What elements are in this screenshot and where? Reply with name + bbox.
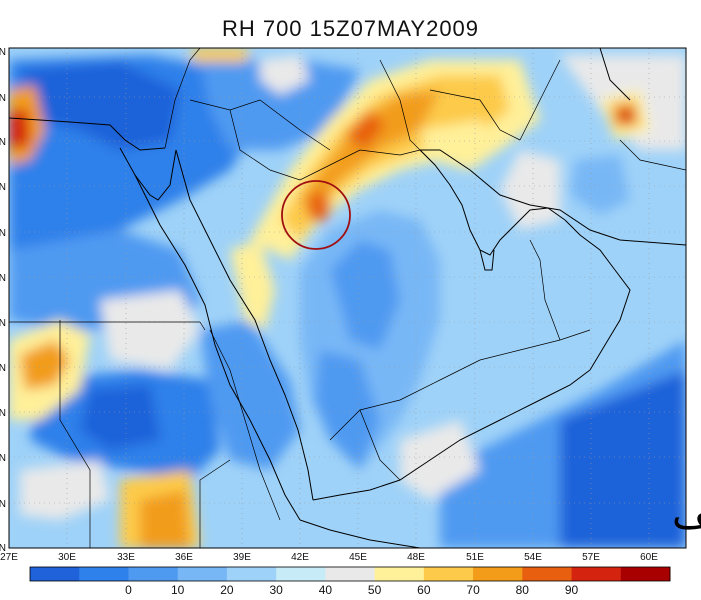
colorbar-swatch [276,567,326,581]
colorbar-label: 20 [220,583,234,597]
lat-label: N [0,499,6,510]
east-blue-patch [570,155,630,215]
sudan-orange [140,490,190,548]
lon-label: 48E [407,552,425,563]
central-mid-blue-2 [315,350,380,470]
sudan-dark [80,385,160,450]
moist-band-gold [280,75,510,240]
colorbar-label: 10 [171,583,185,597]
colorbar-swatch [325,567,376,581]
humidity-field [9,48,686,548]
top-gold [190,48,250,62]
colorbar-swatch [128,567,179,581]
lon-label: 33E [117,552,135,563]
lat-label: N [0,273,6,284]
borders [9,48,686,548]
colorbar-label: 90 [565,583,579,597]
west-edge-red [9,110,30,150]
nw-gray [260,55,310,95]
colorbar-swatch [620,567,671,581]
lat-label: N [0,47,6,58]
red-sea-yellow [230,240,275,330]
colorbar-swatch [226,567,277,581]
nw-dark-blue [20,62,180,150]
lat-label: N [0,543,6,554]
colorbar-label: 0 [125,583,132,597]
lat-label: N [0,182,6,193]
lon-label: 27E [0,552,18,563]
colorbar-swatch [177,567,228,581]
plot-frame [8,47,687,549]
colorbar-label: 40 [319,583,333,597]
lon-label: 51E [466,552,484,563]
colorbar-swatch [473,567,523,581]
lat-label: N [0,137,6,148]
iraq-red [345,110,385,150]
colorbar-label: 70 [466,583,480,597]
lon-label: 36E [175,552,193,563]
east-red [618,108,634,123]
colorbar-label: 30 [269,583,283,597]
lat-label: N [0,228,6,239]
gulf-gray [500,150,560,230]
highlight-circle [281,180,351,250]
lat-label: N [0,318,6,329]
colorbar-swatch [522,567,573,581]
coastlines [9,48,686,548]
lat-label: N [0,93,6,104]
arabian-sea-dark [560,370,686,548]
lon-label: 45E [349,552,367,563]
gulf-yellow [420,120,500,170]
map-title: RH 700 15Z07MAY2009 [221,16,480,41]
lon-label: 42E [291,552,309,563]
egypt-orange [20,340,70,390]
upper-center-blue [200,60,360,150]
field-shading [9,48,686,548]
colorbar-swatch [374,567,425,581]
colorbar-label: 50 [368,583,382,597]
lat-label: N [0,363,6,374]
lon-label: 30E [58,552,76,563]
central-gray [100,290,200,370]
lon-label: 57E [582,552,600,563]
lat-label: N [0,408,6,419]
lon-label: 54E [524,552,542,563]
central-mid-blue [330,240,400,350]
lon-label: 60E [640,552,658,563]
grid-lines [9,48,686,548]
colorbar-frame [29,566,671,582]
lon-label: 39E [233,552,251,563]
colorbar-swatch [79,567,129,581]
lat-axis-labels: N N N N N N N N N N N N [0,47,6,554]
colorbar: 0 10 20 30 40 50 60 70 80 90 [29,566,671,597]
colorbar-label: 80 [516,583,530,597]
lon-axis-labels: 27E 30E 33E 36E 39E 42E 45E 48E 51E 54E … [0,552,658,563]
red-sea-blue [200,320,300,470]
colorbar-swatch [30,567,80,581]
lat-label: N [0,453,6,464]
colorbar-label: 60 [417,583,431,597]
watermark-text: مهب الهيف [672,492,701,538]
yemen-gray [20,460,110,520]
colorbar-swatch [571,567,622,581]
colorbar-swatch [423,567,474,581]
circle-core [305,190,332,222]
